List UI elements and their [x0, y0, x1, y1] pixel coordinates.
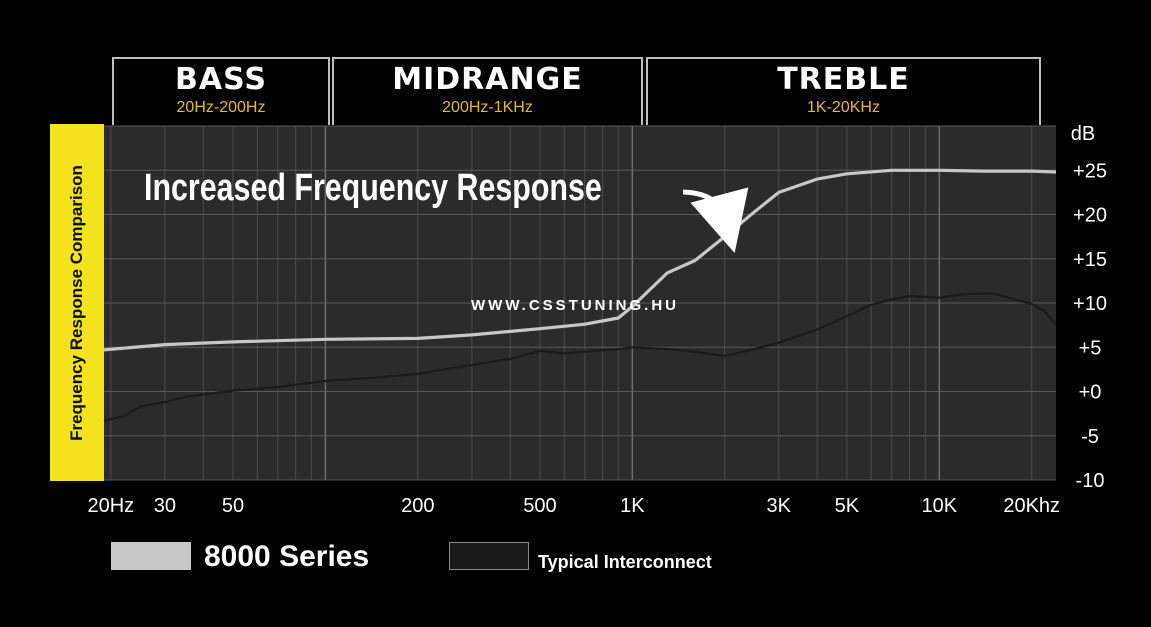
legend-label-8000-series: 8000 Series [204, 540, 370, 573]
band-midrange: MIDRANGE 200Hz-1KHz [332, 57, 643, 125]
y-tick-label: +25 [1073, 160, 1107, 182]
band-treble: TREBLE 1K-20KHz [646, 57, 1041, 125]
x-tick-label: 50 [222, 495, 244, 517]
y-tick-label: -5 [1081, 426, 1099, 448]
x-tick-label: 3K [767, 495, 792, 517]
band-title: BASS [175, 62, 267, 97]
series-line-typical-interconnect [103, 292, 1057, 422]
band-range: 200Hz-1KHz [442, 99, 533, 116]
x-tick-label: 200 [401, 495, 434, 517]
y-unit-label: dB [1071, 123, 1095, 145]
band-bass: BASS 20Hz-200Hz [112, 57, 330, 125]
y-axis: +25 +20 +15 +10 +5 +0 -5 -10 [1073, 160, 1107, 492]
y-tick-label: +20 [1073, 205, 1107, 227]
y-tick-label: +0 [1079, 382, 1102, 404]
annotation-text: Increased Frequency Response [144, 167, 602, 209]
legend-label-typical-interconnect: Typical Interconnect [538, 552, 712, 572]
watermark: WWW.CSSTUNING.HU [471, 297, 679, 314]
legend-swatch-typical-interconnect [449, 542, 529, 570]
x-tick-label: 5K [835, 495, 860, 517]
side-label: Frequency Response Comparison [50, 124, 104, 481]
x-tick-label: 30 [154, 495, 176, 517]
y-tick-label: -10 [1076, 470, 1105, 492]
x-tick-label: 1K [620, 495, 645, 517]
x-tick-label: 20Khz [1003, 495, 1060, 517]
x-tick-label: 10K [921, 495, 957, 517]
x-tick-label: 500 [523, 495, 556, 517]
band-title: MIDRANGE [392, 62, 583, 97]
y-tick-label: +5 [1079, 337, 1102, 359]
band-range: 20Hz-200Hz [176, 99, 266, 116]
band-range: 1K-20KHz [807, 99, 880, 116]
annotation-arrow [682, 187, 749, 254]
legend-swatch-8000-series [111, 542, 191, 570]
band-title: TREBLE [777, 62, 910, 97]
series-layer [103, 168, 1057, 422]
series-line-8000-series [103, 168, 1057, 352]
y-tick-label: +15 [1073, 249, 1107, 271]
y-tick-label: +10 [1073, 293, 1107, 315]
x-axis: 20Hz 30 50 200 500 1K 3K 5K 10K 20Khz [87, 495, 1060, 517]
x-tick-label: 20Hz [87, 495, 134, 517]
